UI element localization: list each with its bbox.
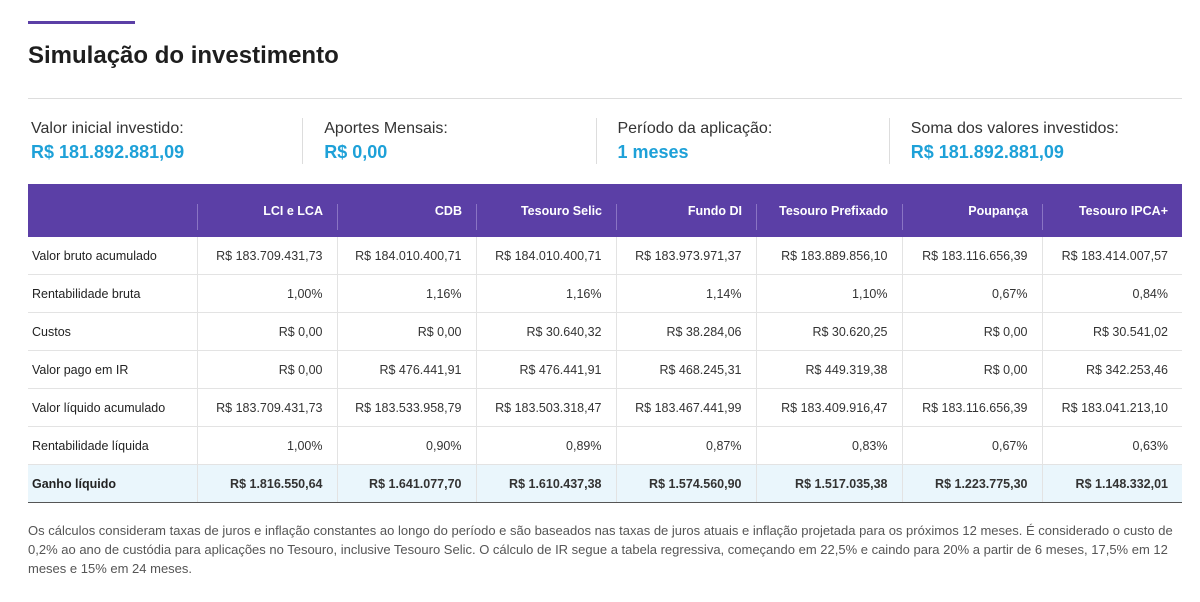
column-header: Poupança	[902, 184, 1042, 237]
cell: R$ 183.533.958,79	[336, 388, 476, 427]
column-header: Fundo DI	[616, 184, 756, 237]
cell: R$ 1.816.550,64	[196, 464, 337, 503]
summary-label: Período da aplicação:	[617, 120, 773, 137]
summary-value: 1 meses	[617, 142, 689, 162]
cell: R$ 183.973.971,37	[615, 237, 756, 275]
row-label: Valor bruto acumulado	[28, 237, 197, 275]
cell: R$ 1.610.437,38	[475, 464, 616, 503]
cell: R$ 183.503.318,47	[475, 388, 616, 427]
cell: 0,83%	[755, 426, 902, 465]
cell: R$ 0,00	[196, 350, 337, 389]
cell: R$ 183.414.007,57	[1041, 237, 1182, 275]
cell: R$ 1.641.077,70	[336, 464, 476, 503]
accent-bar	[28, 21, 135, 24]
column-header: Tesouro Selic	[476, 184, 616, 237]
cell: R$ 184.010.400,71	[475, 237, 616, 275]
cell: R$ 0,00	[196, 312, 337, 351]
cell: 0,67%	[901, 274, 1042, 313]
cell: R$ 0,00	[336, 312, 476, 351]
cell: R$ 183.709.431,73	[196, 237, 337, 275]
column-header: LCI e LCA	[197, 184, 337, 237]
cell: R$ 476.441,91	[475, 350, 616, 389]
table-body: Valor bruto acumulado R$ 183.709.431,73 R$…	[28, 237, 1182, 503]
cell: R$ 449.319,38	[755, 350, 902, 389]
summary: Valor inicial investido: R$ 181.892.881,0…	[28, 118, 1182, 164]
cell: R$ 0,00	[901, 350, 1042, 389]
cell: R$ 1.223.775,30	[901, 464, 1042, 503]
summary-item: Valor inicial investido: R$ 181.892.881,0…	[28, 118, 302, 164]
row-label: Custos	[28, 312, 197, 351]
row-label: Rentabilidade bruta	[28, 274, 197, 313]
table-row: Valor pago em IR R$ 0,00 R$ 476.441,91 R$ 4…	[28, 350, 1182, 389]
cell: R$ 183.467.441,99	[615, 388, 756, 427]
cell: 1,14%	[615, 274, 756, 313]
summary-item: Soma dos valores investidos: R$ 181.892.8…	[888, 118, 1182, 164]
table-row: Ganho líquido R$ 1.816.550,64 R$ 1.641.077…	[28, 464, 1182, 503]
cell: R$ 0,00	[901, 312, 1042, 351]
cell: R$ 30.640,32	[475, 312, 616, 351]
cell: R$ 1.148.332,01	[1041, 464, 1182, 503]
cell: R$ 38.284,06	[615, 312, 756, 351]
summary-label: Valor inicial investido:	[31, 120, 184, 137]
summary-item: Aportes Mensais: R$ 0,00	[302, 118, 595, 164]
table-row: Valor bruto acumulado R$ 183.709.431,73 R$…	[28, 237, 1182, 275]
cell: 0,90%	[336, 426, 476, 465]
cell: R$ 183.116.656,39	[901, 388, 1042, 427]
cell: 1,10%	[755, 274, 902, 313]
cell: R$ 183.041.213,10	[1041, 388, 1182, 427]
page-title: Simulação do investimento	[28, 42, 339, 69]
cell: R$ 30.620,25	[755, 312, 902, 351]
header-row: LCI e LCA CDB Tesouro Selic Fundo DI Tesouro…	[28, 184, 1182, 237]
cell: 0,67%	[901, 426, 1042, 465]
cell: R$ 1.574.560,90	[615, 464, 756, 503]
cell: R$ 183.889.856,10	[755, 237, 902, 275]
cell: 0,87%	[615, 426, 756, 465]
table-row: Rentabilidade bruta 1,00% 1,16% 1,16% 1,14% 1…	[28, 274, 1182, 313]
cell: R$ 183.116.656,39	[901, 237, 1042, 275]
cell: R$ 468.245,31	[615, 350, 756, 389]
table-row: Valor líquido acumulado R$ 183.709.431,73…	[28, 388, 1182, 427]
row-label: Valor pago em IR	[28, 350, 197, 389]
column-header: CDB	[337, 184, 476, 237]
cell: 1,16%	[336, 274, 476, 313]
table-row: Custos R$ 0,00 R$ 0,00 R$ 30.640,32 R$ 38.28…	[28, 312, 1182, 351]
summary-label: Aportes Mensais:	[324, 120, 448, 137]
cell: 1,00%	[196, 426, 337, 465]
cell: R$ 183.709.431,73	[196, 388, 337, 427]
divider	[28, 98, 1182, 99]
row-label: Valor líquido acumulado	[28, 388, 197, 427]
column-header: Tesouro Prefixado	[756, 184, 902, 237]
footnote: Os cálculos consideram taxas de juros e …	[28, 523, 1173, 576]
summary-value: R$ 181.892.881,09	[910, 142, 1064, 162]
cell: R$ 30.541,02	[1041, 312, 1182, 351]
summary-label: Soma dos valores investidos:	[910, 120, 1119, 137]
row-label: Rentabilidade líquida	[28, 426, 197, 465]
results-table: LCI e LCA CDB Tesouro Selic Fundo DI Tesouro…	[28, 184, 1182, 503]
cell: R$ 1.517.035,38	[755, 464, 902, 503]
column-header: Tesouro IPCA+	[1042, 184, 1182, 237]
cell: R$ 184.010.400,71	[336, 237, 476, 275]
cell: 0,84%	[1041, 274, 1182, 313]
cell: 0,63%	[1041, 426, 1182, 465]
cell: R$ 183.409.916,47	[755, 388, 902, 427]
header-cell	[28, 184, 197, 237]
cell: R$ 476.441,91	[336, 350, 476, 389]
cell: 1,16%	[475, 274, 616, 313]
summary-item: Período da aplicação: 1 meses	[595, 118, 889, 164]
row-label: Ganho líquido	[28, 464, 197, 503]
summary-value: R$ 0,00	[324, 142, 388, 162]
table-row: Rentabilidade líquida 1,00% 0,90% 0,89% 0,87…	[28, 426, 1182, 465]
cell: R$ 342.253,46	[1041, 350, 1182, 389]
summary-value: R$ 181.892.881,09	[31, 142, 185, 162]
cell: 1,00%	[196, 274, 337, 313]
cell: 0,89%	[475, 426, 616, 465]
